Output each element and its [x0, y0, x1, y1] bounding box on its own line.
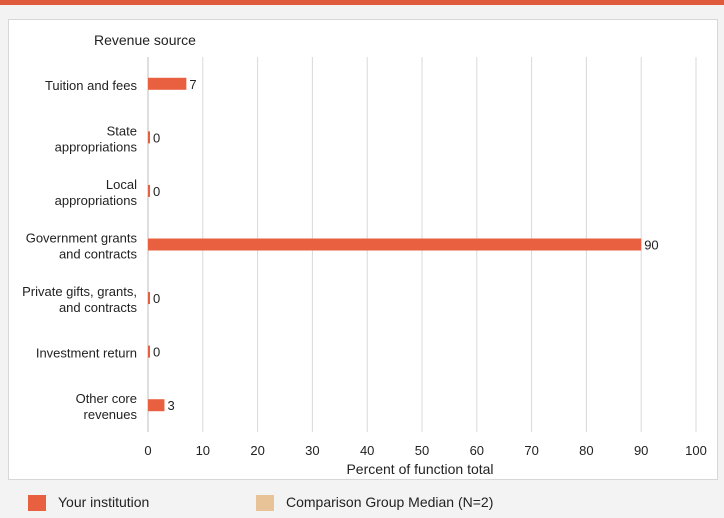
category-label: Tuition and fees	[45, 78, 138, 93]
x-tick-label: 90	[634, 443, 648, 458]
category-label: Other core	[76, 391, 137, 406]
data-label: 7	[189, 77, 196, 92]
category-label: and contracts	[59, 300, 138, 315]
bar	[148, 77, 187, 90]
legend-swatch-your-institution	[28, 495, 46, 511]
x-tick-label: 0	[144, 443, 151, 458]
data-label: 0	[153, 130, 160, 145]
chart-title: Revenue source	[94, 32, 196, 48]
x-tick-label: 10	[196, 443, 210, 458]
x-tick-label: 50	[415, 443, 429, 458]
bar	[148, 238, 642, 251]
legend-label-comparison-median: Comparison Group Median (N=2)	[286, 494, 494, 510]
x-tick-label: 70	[524, 443, 538, 458]
legend-swatch-comparison-median	[256, 495, 274, 511]
top-accent-rule	[0, 0, 724, 5]
bar	[148, 131, 150, 144]
legend-label-your-institution: Your institution	[58, 494, 150, 510]
category-label: and contracts	[59, 247, 138, 262]
x-tick-labels: 0 10 20 30 40 50 60 70 80 90 100	[144, 443, 706, 458]
data-label: 90	[644, 238, 658, 253]
data-label: 0	[153, 291, 160, 306]
bar	[148, 184, 150, 197]
x-tick-label: 100	[685, 443, 707, 458]
x-tick-label: 40	[360, 443, 374, 458]
category-label: Local	[106, 177, 137, 192]
legend: Your institution Comparison Group Median…	[0, 484, 724, 518]
bars: 7 0 0 90 0 0 3	[148, 77, 659, 413]
data-label: 0	[153, 345, 160, 360]
x-axis-label: Percent of function total	[346, 461, 493, 477]
bar	[148, 345, 150, 358]
x-tick-label: 20	[250, 443, 264, 458]
category-label: Private gifts, grants,	[22, 284, 137, 299]
x-tick-label: 30	[305, 443, 319, 458]
category-label: appropriations	[55, 193, 138, 208]
category-label: revenues	[84, 407, 138, 422]
category-label: State	[107, 123, 137, 138]
category-label: appropriations	[55, 139, 138, 154]
data-label: 0	[153, 184, 160, 199]
category-labels: Tuition and feesStateappropriationsLocal…	[22, 78, 137, 422]
x-tick-label: 60	[470, 443, 484, 458]
category-label: Government grants	[26, 231, 138, 246]
category-label: Investment return	[36, 346, 137, 361]
data-label: 3	[167, 398, 174, 413]
bar	[148, 292, 150, 305]
x-tick-label: 80	[579, 443, 593, 458]
bar	[148, 399, 165, 412]
